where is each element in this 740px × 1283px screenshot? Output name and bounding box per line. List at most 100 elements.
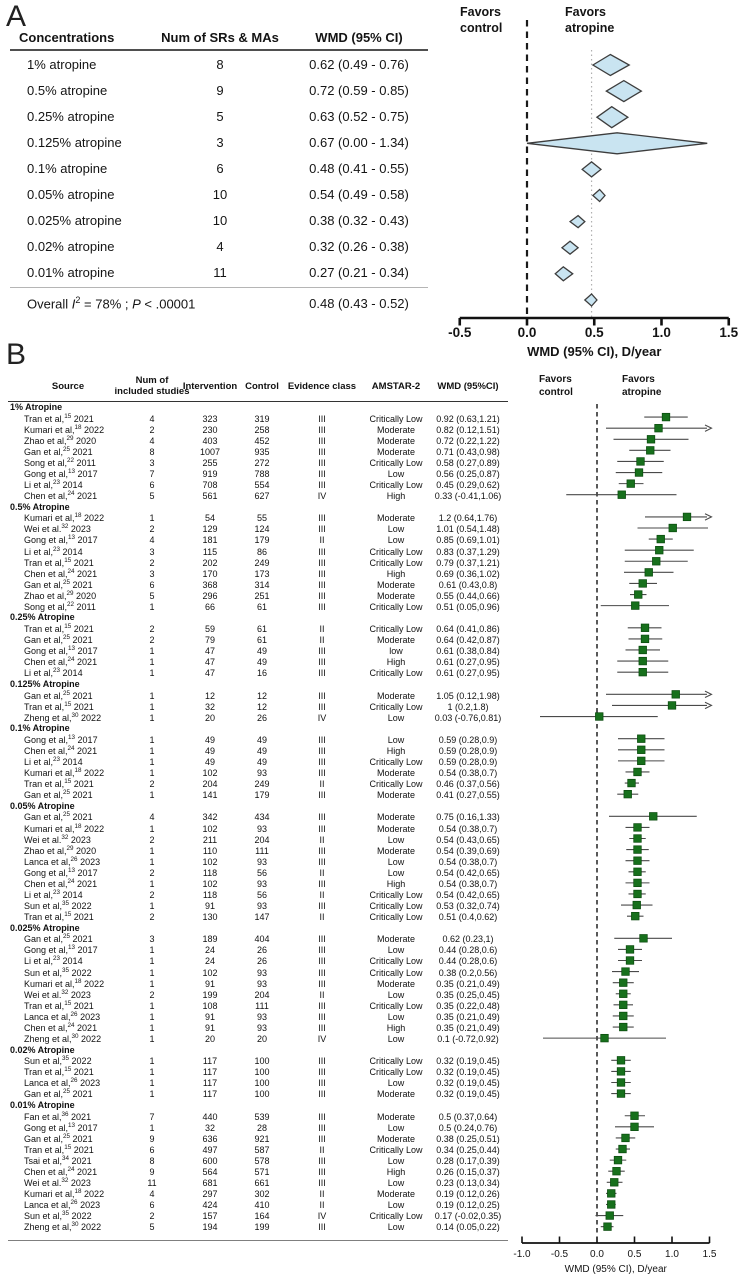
study-row: Zhao et al,29 2020 4 403 452 III Moderate 0.72… (8, 435, 508, 446)
study-row: Li et al,23 2014 1 24 26 III Critically Low 0.… (8, 956, 508, 967)
evidence-class: II (319, 779, 325, 790)
control-n: 100 (254, 1089, 270, 1100)
study-row: Sun et al,35 2022 2 157 164 IV Critically Low… (8, 1211, 508, 1222)
control-n: 921 (254, 1133, 270, 1144)
evidence-class: III (318, 768, 326, 779)
wmd-ci-value: 0.54 (0.42,0.65) (436, 867, 500, 878)
intervention-n: 117 (202, 1089, 218, 1100)
concentration-label: 0.5% atropine (27, 82, 108, 98)
study-source: Gong et al,13 2017 (24, 1121, 98, 1133)
wmd-ci-value: 0.59 (0.28,0.9) (438, 734, 498, 745)
control-n: 49 (256, 734, 267, 745)
amstar-rating: Low (387, 867, 405, 878)
study-row: Gan et al,25 2021 6 368 314 III Moderate 0.61 … (8, 579, 508, 590)
column-header: Num of included studies (114, 375, 190, 397)
study-source: Chen et al,24 2021 (24, 877, 98, 889)
effect-square (640, 634, 650, 644)
study-row: Li et al,23 2014 1 47 16 III Critically Low 0.… (8, 668, 508, 679)
control-n: 93 (256, 978, 267, 989)
column-header-concentrations: Concentrations (19, 30, 115, 45)
panel-a-label: A (6, 0, 27, 33)
concentration-label: 1% atropine (27, 56, 97, 72)
num-included-studies: 1 (149, 901, 155, 912)
num-included-studies: 7 (149, 469, 155, 479)
tick-label: 1.5 (719, 325, 738, 340)
effect-square (616, 1089, 626, 1098)
evidence-class: III (318, 967, 326, 978)
amstar-rating: Low (387, 1200, 405, 1211)
evidence-class: III (318, 945, 326, 956)
num-value: 11 (213, 265, 227, 281)
effect-square (638, 579, 647, 588)
num-included-studies: 1 (149, 745, 155, 756)
control-n: 587 (254, 1144, 270, 1155)
intervention-n: 32 (204, 701, 215, 712)
evidence-class: II (319, 635, 325, 646)
num-included-studies: 2 (149, 912, 155, 923)
study-source: Lanca et al,26 2023 (24, 855, 101, 867)
num-included-studies: 1 (149, 1011, 155, 1022)
study-source: Li et al,23 2014 (24, 888, 83, 900)
summary-diamond (583, 293, 598, 307)
tick-label: -1.0 (513, 1249, 531, 1260)
evidence-class: III (318, 568, 326, 579)
study-row: Tran et al,15 2021 1 108 111 III Critically L… (8, 1000, 508, 1011)
study-source: Chen et al,24 2021 (24, 1165, 98, 1177)
wmd-ci-value: 0.61 (0.27,0.95) (436, 668, 500, 679)
wmd-ci-value: 0.41 (0.27,0.55) (436, 790, 500, 801)
wmd-value: 0.27 (0.21 - 0.34) (309, 265, 409, 281)
study-row: Chen et al,24 2021 1 47 49 III High 0.61 (0.27… (8, 657, 508, 668)
control-n: 935 (254, 446, 270, 457)
wmd-ci-value: 0.54 (0.38,0.7) (438, 823, 498, 834)
study-source: Gan et al,25 2021 (24, 1132, 93, 1144)
study-row: Zheng et al,30 2022 1 20 20 IV Low 0.1 (-0.72,… (8, 1033, 508, 1044)
wmd-ci-value: 0.35 (0.21,0.49) (436, 1022, 500, 1033)
study-row: Chen et al,24 2021 1 102 93 III High 0.54 (0.3… (8, 878, 508, 889)
num-value: 3 (216, 134, 224, 150)
summary-diamond (554, 265, 574, 282)
effect-square (634, 590, 643, 599)
amstar-rating: High (386, 568, 406, 579)
effect-square (633, 845, 642, 854)
effect-square (625, 956, 635, 965)
wmd-ci-value: 0.51 (0.4,0.62) (438, 912, 498, 923)
intervention-n: 118 (202, 867, 218, 878)
wmd-value: 0.62 (0.49 - 0.76) (309, 56, 409, 72)
table-row: 0.25% atropine 5 0.63 (0.52 - 0.75) (10, 103, 428, 129)
effect-square (612, 1167, 621, 1176)
intervention-n: 323 (202, 413, 218, 424)
effect-square (646, 446, 655, 455)
wmd-ci-value: 0.32 (0.19,0.45) (436, 1067, 500, 1078)
num-included-studies: 5 (149, 1222, 155, 1233)
num-value: 9 (216, 82, 224, 98)
num-included-studies: 3 (149, 546, 155, 557)
amstar-rating: Low (387, 469, 405, 479)
study-source: Gan et al,25 2021 (24, 634, 93, 646)
study-row: Song et al,22 2011 3 255 272 III Critically L… (8, 457, 508, 468)
study-source: Gan et al,25 2021 (24, 445, 93, 457)
num-included-studies: 1 (149, 856, 155, 867)
amstar-rating: Moderate (376, 1089, 416, 1100)
study-source: Kumari et al,18 2022 (24, 423, 105, 435)
evidence-class: III (318, 524, 326, 535)
study-source: Zhao et al,29 2020 (24, 844, 97, 856)
evidence-class: II (319, 1144, 325, 1155)
study-source: Zheng et al,30 2022 (24, 1032, 102, 1044)
amstar-rating: Moderate (376, 812, 416, 823)
study-source: Gan et al,25 2021 (24, 789, 93, 801)
control-n: 249 (254, 779, 270, 790)
tick-label: 1.0 (665, 1249, 679, 1260)
effect-square (607, 1200, 616, 1209)
control-n: 578 (254, 1155, 270, 1166)
evidence-class: III (318, 1078, 326, 1089)
wmd-ci-value: 0.35 (0.22,0.48) (436, 1000, 500, 1011)
num-value: 10 (212, 213, 228, 229)
amstar-rating: Low (387, 989, 405, 1000)
wmd-ci-value: 1.05 (0.12,1.98) (436, 690, 500, 701)
wmd-ci-value: 0.5 (0.37,0.64) (438, 1111, 498, 1122)
intervention-n: 59 (204, 624, 215, 635)
favors-control-label: control (539, 387, 573, 398)
evidence-class: III (318, 657, 326, 668)
study-source: Li et al,23 2014 (24, 756, 83, 768)
study-row: Gan et al,25 2021 9 636 921 III Moderate 0.38 … (8, 1133, 508, 1144)
